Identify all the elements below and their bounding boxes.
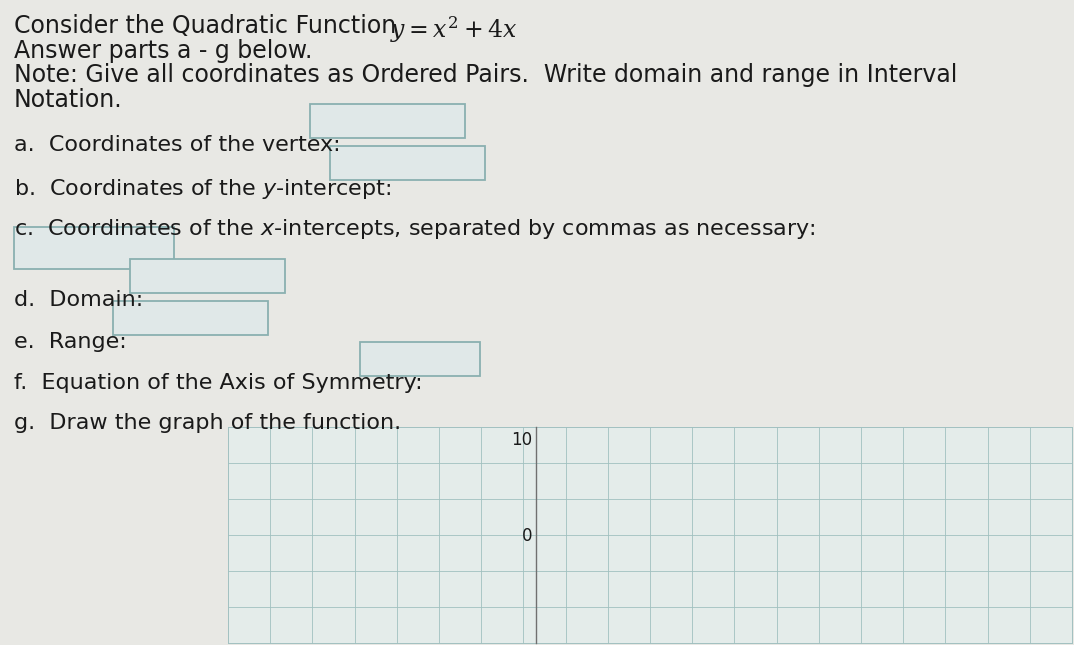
Text: g.  Draw the graph of the function.: g. Draw the graph of the function.	[14, 413, 401, 433]
FancyBboxPatch shape	[310, 104, 465, 138]
Text: e.  Range:: e. Range:	[14, 332, 127, 352]
FancyBboxPatch shape	[130, 259, 285, 293]
FancyBboxPatch shape	[113, 301, 268, 335]
FancyBboxPatch shape	[360, 342, 480, 376]
Text: $y =x^{2}+ 4x$: $y =x^{2}+ 4x$	[390, 14, 518, 45]
FancyBboxPatch shape	[228, 427, 1072, 643]
Text: Answer parts a - g below.: Answer parts a - g below.	[14, 39, 313, 63]
FancyBboxPatch shape	[14, 227, 174, 269]
Text: Note: Give all coordinates as Ordered Pairs.  Write domain and range in Interval: Note: Give all coordinates as Ordered Pa…	[14, 63, 957, 87]
Text: c.  Coordinates of the $x$-intercepts, separated by commas as necessary:: c. Coordinates of the $x$-intercepts, se…	[14, 217, 815, 241]
FancyBboxPatch shape	[330, 146, 485, 180]
Text: Consider the Quadratic Function: Consider the Quadratic Function	[14, 14, 404, 38]
Text: d.  Domain:: d. Domain:	[14, 290, 143, 310]
Text: 0: 0	[522, 527, 532, 545]
Text: Notation.: Notation.	[14, 88, 122, 112]
Text: b.  Coordinates of the $y$-intercept:: b. Coordinates of the $y$-intercept:	[14, 177, 391, 201]
Text: f.  Equation of the Axis of Symmetry:: f. Equation of the Axis of Symmetry:	[14, 373, 423, 393]
Text: a.  Coordinates of the vertex:: a. Coordinates of the vertex:	[14, 135, 340, 155]
Text: 10: 10	[511, 431, 532, 449]
